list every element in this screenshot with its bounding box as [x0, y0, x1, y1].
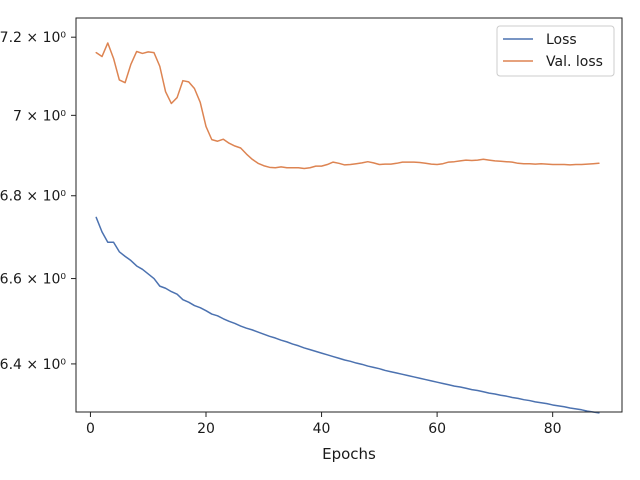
- x-tick-label: 20: [197, 421, 215, 437]
- x-tick-label: 80: [544, 421, 562, 437]
- plot-frame: [75, 17, 623, 413]
- x-tick-label: 40: [313, 421, 331, 437]
- y-tick-label: 6.8 × 10⁰: [0, 189, 66, 205]
- y-tick-label: 6.6 × 10⁰: [0, 272, 66, 288]
- y-tick-label: 7.2 × 10⁰: [0, 30, 66, 46]
- x-tick-label: 0: [86, 421, 95, 437]
- series-line-loss: [95, 216, 600, 414]
- x-axis-label: Epochs: [322, 445, 376, 463]
- legend: Loss Val. loss: [496, 25, 615, 77]
- series-line-val-loss: [95, 42, 600, 170]
- y-tick-label: 7 × 10⁰: [13, 108, 66, 124]
- legend-label: Val. loss: [546, 54, 603, 70]
- series-layer: [95, 42, 600, 414]
- legend-label: Loss: [546, 32, 577, 48]
- legend-items: Loss Val. loss: [503, 32, 603, 70]
- x-tick-label: 60: [428, 421, 446, 437]
- y-tick-label: 6.4 × 10⁰: [0, 357, 66, 373]
- ticks-layer: 0 20 40 60 80 6.4 × 10⁰ 6.6 × 10⁰ 6.8 × 10⁰ 7 × …: [0, 30, 562, 437]
